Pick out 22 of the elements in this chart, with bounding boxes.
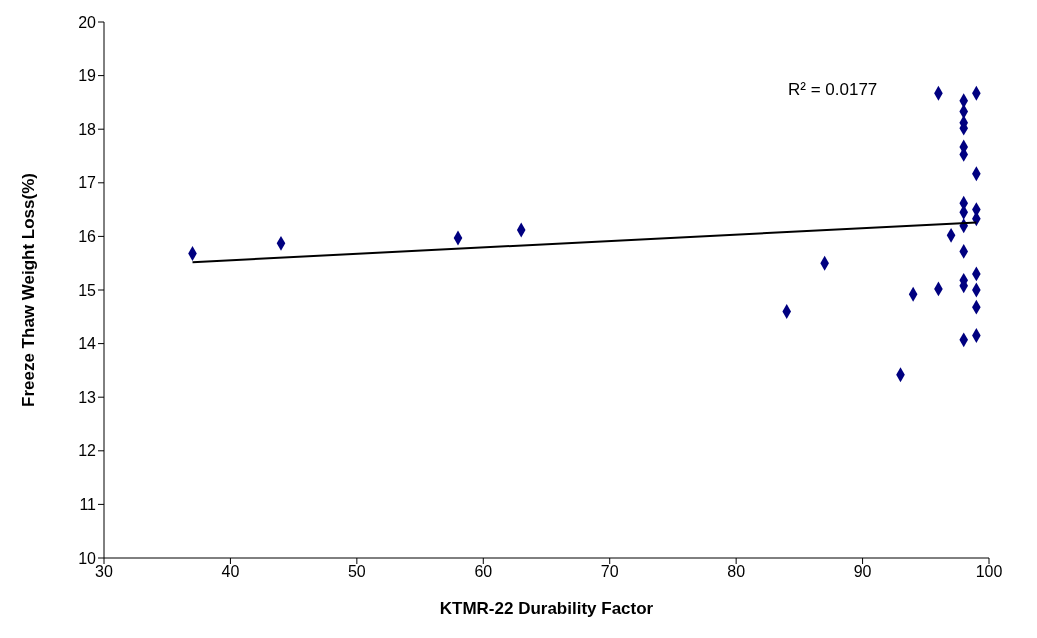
y-tick-label: 14 [78, 335, 97, 353]
x-tick-label: 80 [727, 563, 746, 581]
x-tick-label: 30 [95, 563, 113, 581]
y-tick-label: 19 [78, 67, 97, 85]
y-tick-label: 12 [78, 442, 97, 460]
x-tick-label: 60 [474, 563, 493, 581]
x-tick-label: 70 [600, 563, 619, 581]
x-tick-label: 40 [221, 563, 240, 581]
y-tick-label: 20 [78, 13, 97, 31]
y-axis-title: Freeze Thaw Weight Loss(%) [19, 173, 39, 407]
y-tick-label: 17 [78, 174, 97, 192]
y-tick-label: 11 [79, 496, 97, 514]
y-tick-label: 18 [78, 120, 97, 138]
y-tick-label: 13 [78, 388, 97, 406]
y-tick-label: 15 [78, 281, 97, 299]
annotation: R² = 0.0177 [788, 80, 878, 100]
y-tick-label: 10 [78, 549, 97, 567]
x-tick-label: 50 [347, 563, 366, 581]
y-tick-label: 16 [78, 228, 97, 246]
x-tick-label: 90 [853, 563, 872, 581]
x-axis-title: KTMR-22 Durability Factor [439, 599, 654, 618]
x-tick-label: 100 [975, 563, 1003, 581]
